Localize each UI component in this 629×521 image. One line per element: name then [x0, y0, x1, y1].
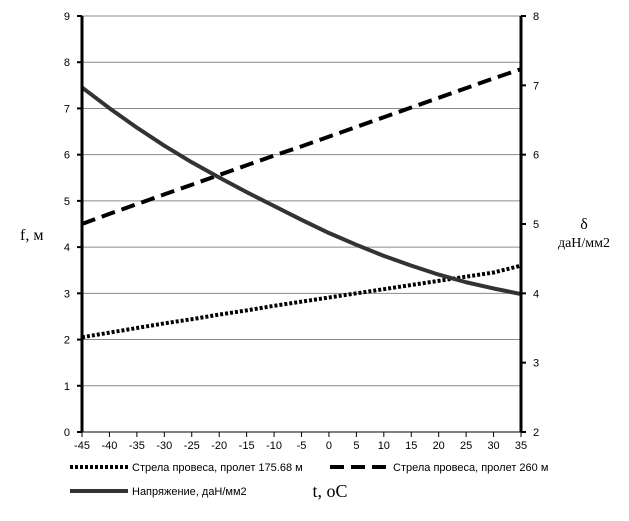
legend-label-2: Стрела провеса, пролет 260 м: [393, 462, 548, 474]
y2-tick-label: 3: [533, 358, 539, 370]
y2-axis-label-unit: даН/мм2: [558, 236, 610, 251]
x-axis-label: t, oC: [312, 481, 347, 501]
y-tick-label: 3: [64, 288, 70, 300]
x-tick-label: 5: [353, 440, 359, 452]
y-tick-label: 0: [64, 427, 70, 439]
x-tick-label: -30: [156, 440, 172, 452]
x-tick-label: -20: [211, 440, 227, 452]
y-axis-label: f, м: [20, 227, 43, 244]
legend-label-3: Напряжение, даН/мм2: [132, 486, 247, 498]
y-tick-label: 1: [64, 381, 70, 393]
x-tick-label: -40: [101, 440, 117, 452]
y2-tick-label: 7: [533, 80, 539, 92]
y-tick-label: 4: [64, 242, 70, 254]
series-line-1: [81, 263, 522, 340]
x-tick-label: -5: [297, 440, 307, 452]
x-tick-label: -25: [184, 440, 200, 452]
y-tick-label: 2: [64, 335, 70, 347]
x-tick-label: 10: [378, 440, 390, 452]
x-tick-label: -45: [74, 440, 90, 452]
series-line-3: [80, 85, 522, 296]
y-tick-label: 7: [64, 103, 70, 115]
y2-tick-label: 5: [533, 219, 539, 231]
legend: Стрела провеса, пролет 175.68 м Стрела п…: [70, 462, 548, 498]
y2-axis-label-symbol: δ: [580, 216, 588, 233]
x-tick-label: 25: [460, 440, 472, 452]
y-tick-label: 8: [64, 57, 70, 69]
x-tick-label: -10: [266, 440, 282, 452]
x-tick-label: -15: [239, 440, 255, 452]
x-tick-label: 15: [405, 440, 417, 452]
y-tick-label: 9: [64, 11, 70, 23]
y2-tick-label: 6: [533, 150, 539, 162]
x-tick-label: -35: [129, 440, 145, 452]
x-tick-label: 20: [433, 440, 445, 452]
x-tick-label: 30: [487, 440, 499, 452]
legend-label-1: Стрела провеса, пролет 175.68 м: [132, 462, 303, 474]
x-tick-label: 0: [326, 440, 332, 452]
x-tick-label: 35: [515, 440, 527, 452]
y2-tick-label: 4: [533, 288, 539, 300]
y-tick-label: 5: [64, 196, 70, 208]
y-tick-label: 6: [64, 150, 70, 162]
y2-tick-label: 2: [533, 427, 539, 439]
y2-tick-label: 8: [533, 11, 539, 23]
